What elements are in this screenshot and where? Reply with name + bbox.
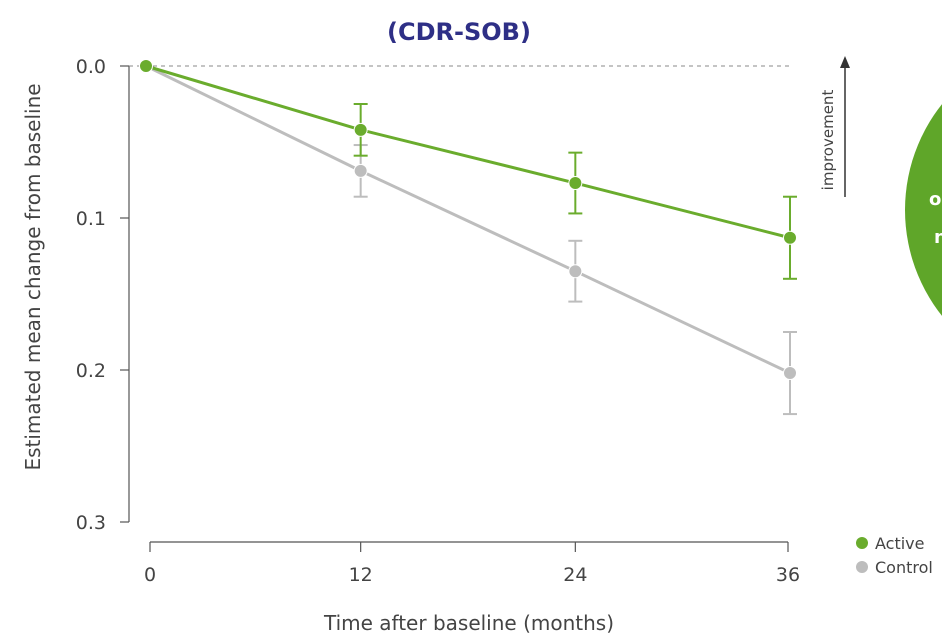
y-axis-label: Estimated mean change from baseline	[21, 83, 45, 470]
x-tick-label: 0	[144, 564, 156, 586]
x-tick-label: 12	[349, 564, 373, 586]
legend-swatch	[856, 537, 868, 549]
x-tick-label: 36	[776, 564, 800, 586]
axes: 0.0 0.1 0.2 0.3 0 12 24 36	[76, 56, 800, 586]
y-tick-label: 0.3	[76, 512, 106, 534]
legend-item-control: Control	[856, 558, 933, 577]
improvement-label: improvement	[819, 90, 837, 191]
bubble-text-line-1: o	[929, 189, 941, 210]
data-point	[353, 163, 368, 178]
series-layer	[139, 59, 797, 416]
y-tick-label: 0.1	[76, 208, 106, 230]
x-axis-label: Time after baseline (months)	[323, 611, 614, 635]
legend: Active Control	[856, 534, 933, 577]
legend-swatch	[856, 561, 868, 573]
data-point	[568, 176, 583, 191]
series-active	[139, 59, 797, 280]
x-tick-label: 24	[563, 564, 587, 586]
series-control	[139, 59, 797, 416]
y-tick-label: 0.2	[76, 360, 106, 382]
side-bubble: o n	[905, 104, 942, 316]
bubble-circle	[905, 104, 942, 316]
data-point	[568, 264, 583, 279]
legend-label: Control	[875, 558, 933, 577]
chart-title: (CDR-SOB)	[387, 18, 531, 46]
series-line	[145, 64, 791, 375]
improvement-annotation: improvement	[819, 56, 850, 197]
data-point	[783, 230, 797, 245]
data-point	[353, 122, 368, 137]
y-tick-label: 0.0	[76, 56, 106, 78]
series-line	[145, 64, 791, 240]
data-point	[139, 59, 153, 73]
data-point	[783, 366, 797, 381]
improvement-arrowhead	[840, 56, 850, 68]
legend-label: Active	[875, 534, 925, 553]
legend-item-active: Active	[856, 534, 925, 553]
bubble-text-line-2: n	[934, 227, 942, 248]
